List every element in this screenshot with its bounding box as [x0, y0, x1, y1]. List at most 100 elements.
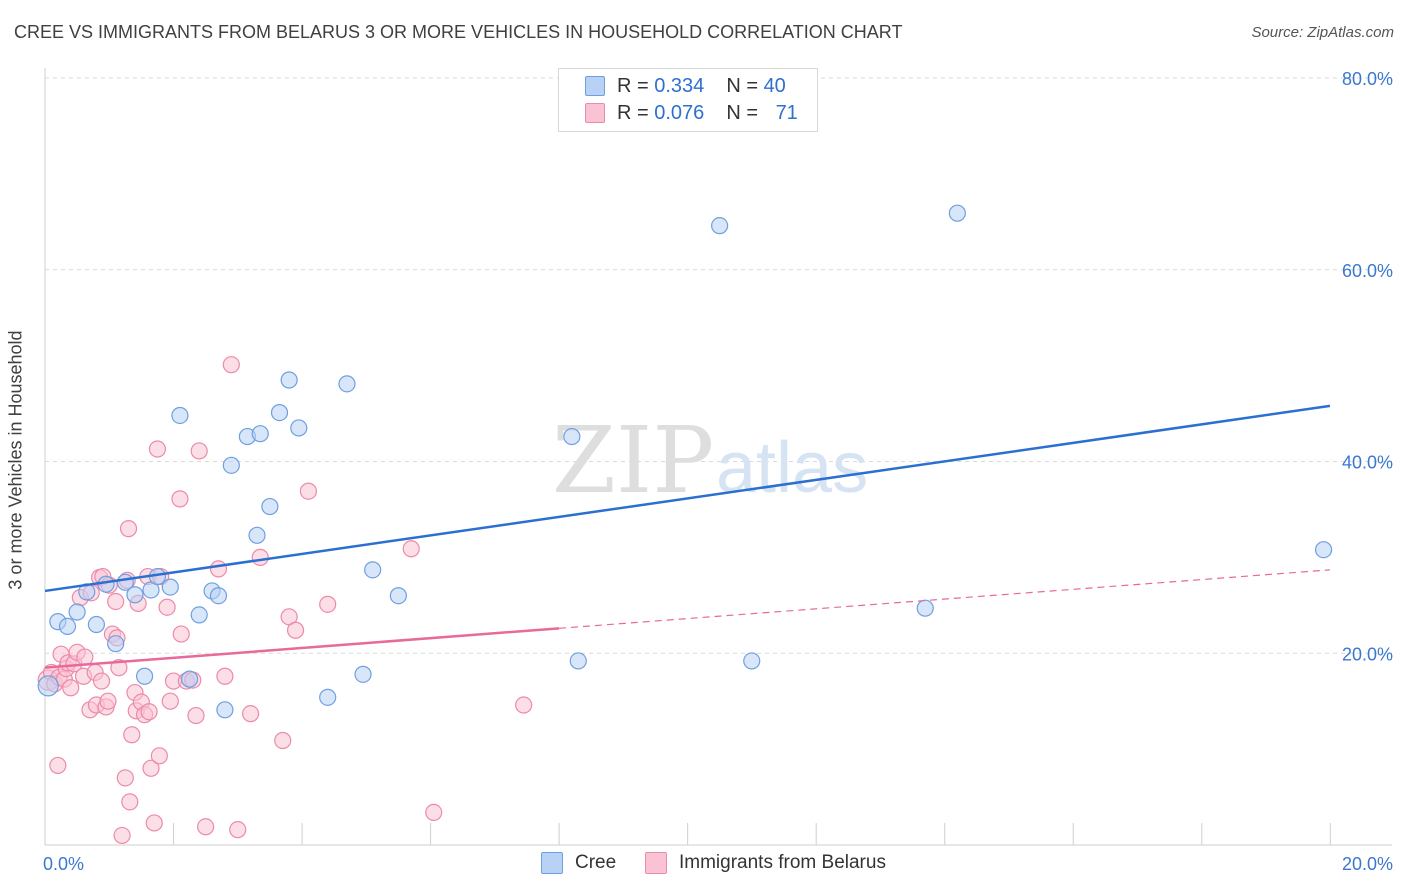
legend-label-belarus: Immigrants from Belarus [679, 852, 886, 873]
point-cree [569, 652, 587, 670]
series-belarus-points [37, 356, 533, 845]
y-axis-title-text: 3 or more Vehicles in Household [5, 330, 26, 590]
point-belarus [92, 672, 111, 690]
point-cree [58, 617, 77, 636]
point-belarus [515, 696, 533, 714]
y-tick-label: 60.0% [1342, 261, 1393, 281]
x-tick-label: 20.0% [1342, 854, 1393, 874]
legend-n-label: N = [726, 101, 758, 124]
point-cree [364, 561, 382, 579]
point-belarus [425, 803, 443, 822]
point-cree [171, 406, 189, 425]
point-cree [319, 688, 337, 706]
point-cree [209, 587, 228, 605]
legend-label-cree: Cree [575, 852, 617, 873]
legend-n-label: N = [726, 74, 758, 97]
point-belarus [145, 814, 163, 832]
legend-item-belarus: Immigrants from Belarus [645, 852, 886, 874]
point-belarus [187, 706, 205, 725]
point-belarus [171, 490, 189, 508]
trend-line-belarus-extension [558, 569, 1331, 629]
point-belarus [274, 731, 292, 750]
point-cree [711, 217, 729, 235]
point-belarus [62, 679, 80, 697]
point-cree [190, 606, 208, 624]
point-belarus [197, 818, 215, 836]
point-belarus [110, 659, 128, 677]
legend-item-cree: Cree [541, 852, 616, 874]
point-cree [280, 371, 298, 389]
point-belarus [172, 625, 190, 643]
legend-swatch-cree [585, 76, 605, 96]
trend-lines [44, 404, 1331, 669]
point-cree [338, 375, 356, 393]
axes [44, 68, 1392, 846]
y-tick-label: 40.0% [1342, 453, 1393, 473]
point-cree [97, 575, 115, 593]
point-belarus [158, 598, 176, 616]
tick-labels: 20.0% 40.0% 60.0% 80.0% 0.0% 20.0% [43, 69, 1393, 874]
point-belarus [119, 520, 138, 538]
point-cree [248, 526, 266, 544]
trend-line-cree [44, 404, 1331, 593]
point-belarus [148, 440, 167, 458]
point-belarus [242, 705, 260, 723]
point-belarus [299, 482, 318, 500]
watermark-zip: ZIP [552, 407, 714, 514]
point-cree [743, 652, 761, 670]
point-belarus [222, 356, 240, 374]
legend-n-value: 40 [763, 74, 786, 97]
chart-title: CREE VS IMMIGRANTS FROM BELARUS 3 OR MOR… [14, 22, 903, 42]
point-belarus [216, 667, 234, 685]
gridlines [45, 77, 1392, 654]
point-belarus [49, 756, 67, 775]
point-belarus [319, 595, 337, 613]
point-belarus [76, 648, 94, 666]
legend-row-cree: R = 0.334 N = 40 [585, 74, 786, 98]
point-belarus [190, 442, 208, 460]
point-belarus [116, 769, 134, 787]
point-cree [216, 701, 234, 719]
point-belarus [150, 747, 168, 765]
point-cree [87, 615, 106, 634]
point-belarus [107, 592, 125, 611]
series-cree-points [37, 204, 1333, 719]
legend-r-label: R = [617, 101, 649, 124]
point-belarus [99, 692, 117, 710]
stats-legend: R = 0.334 N = 40 R = 0.076 N = 71 [558, 68, 818, 132]
legend-r-label: R = [617, 74, 649, 97]
point-cree [354, 665, 372, 683]
point-cree [1314, 541, 1333, 559]
legend-r-value: 0.076 [654, 101, 705, 124]
point-belarus [161, 692, 179, 710]
point-cree [161, 578, 179, 596]
point-belarus [251, 548, 269, 566]
point-cree [222, 456, 240, 474]
point-cree [68, 603, 86, 621]
point-cree [251, 425, 269, 443]
point-belarus [286, 621, 305, 639]
point-belarus [209, 560, 228, 578]
watermark: ZIP atlas [552, 407, 868, 514]
point-belarus [140, 703, 158, 721]
point-belarus [113, 826, 131, 845]
point-cree [290, 419, 308, 437]
legend-swatch-cree [541, 852, 563, 874]
point-cree [270, 404, 289, 422]
x-tick-label: 0.0% [43, 854, 84, 874]
series-legend: Cree Immigrants from Belarus [0, 852, 1406, 876]
legend-r-value: 0.334 [654, 74, 705, 97]
point-cree [126, 586, 144, 604]
watermark-atlas: atlas [716, 428, 868, 508]
point-cree [135, 667, 154, 685]
y-tick-label: 20.0% [1342, 644, 1393, 664]
y-tick-label: 80.0% [1342, 69, 1393, 89]
point-belarus [402, 540, 420, 558]
legend-row-belarus: R = 0.076 N = 71 [585, 101, 798, 125]
point-belarus [121, 793, 139, 811]
trend-line-belarus [44, 627, 560, 669]
point-cree [948, 204, 966, 222]
point-cree [261, 497, 279, 516]
legend-swatch-belarus [585, 103, 605, 123]
